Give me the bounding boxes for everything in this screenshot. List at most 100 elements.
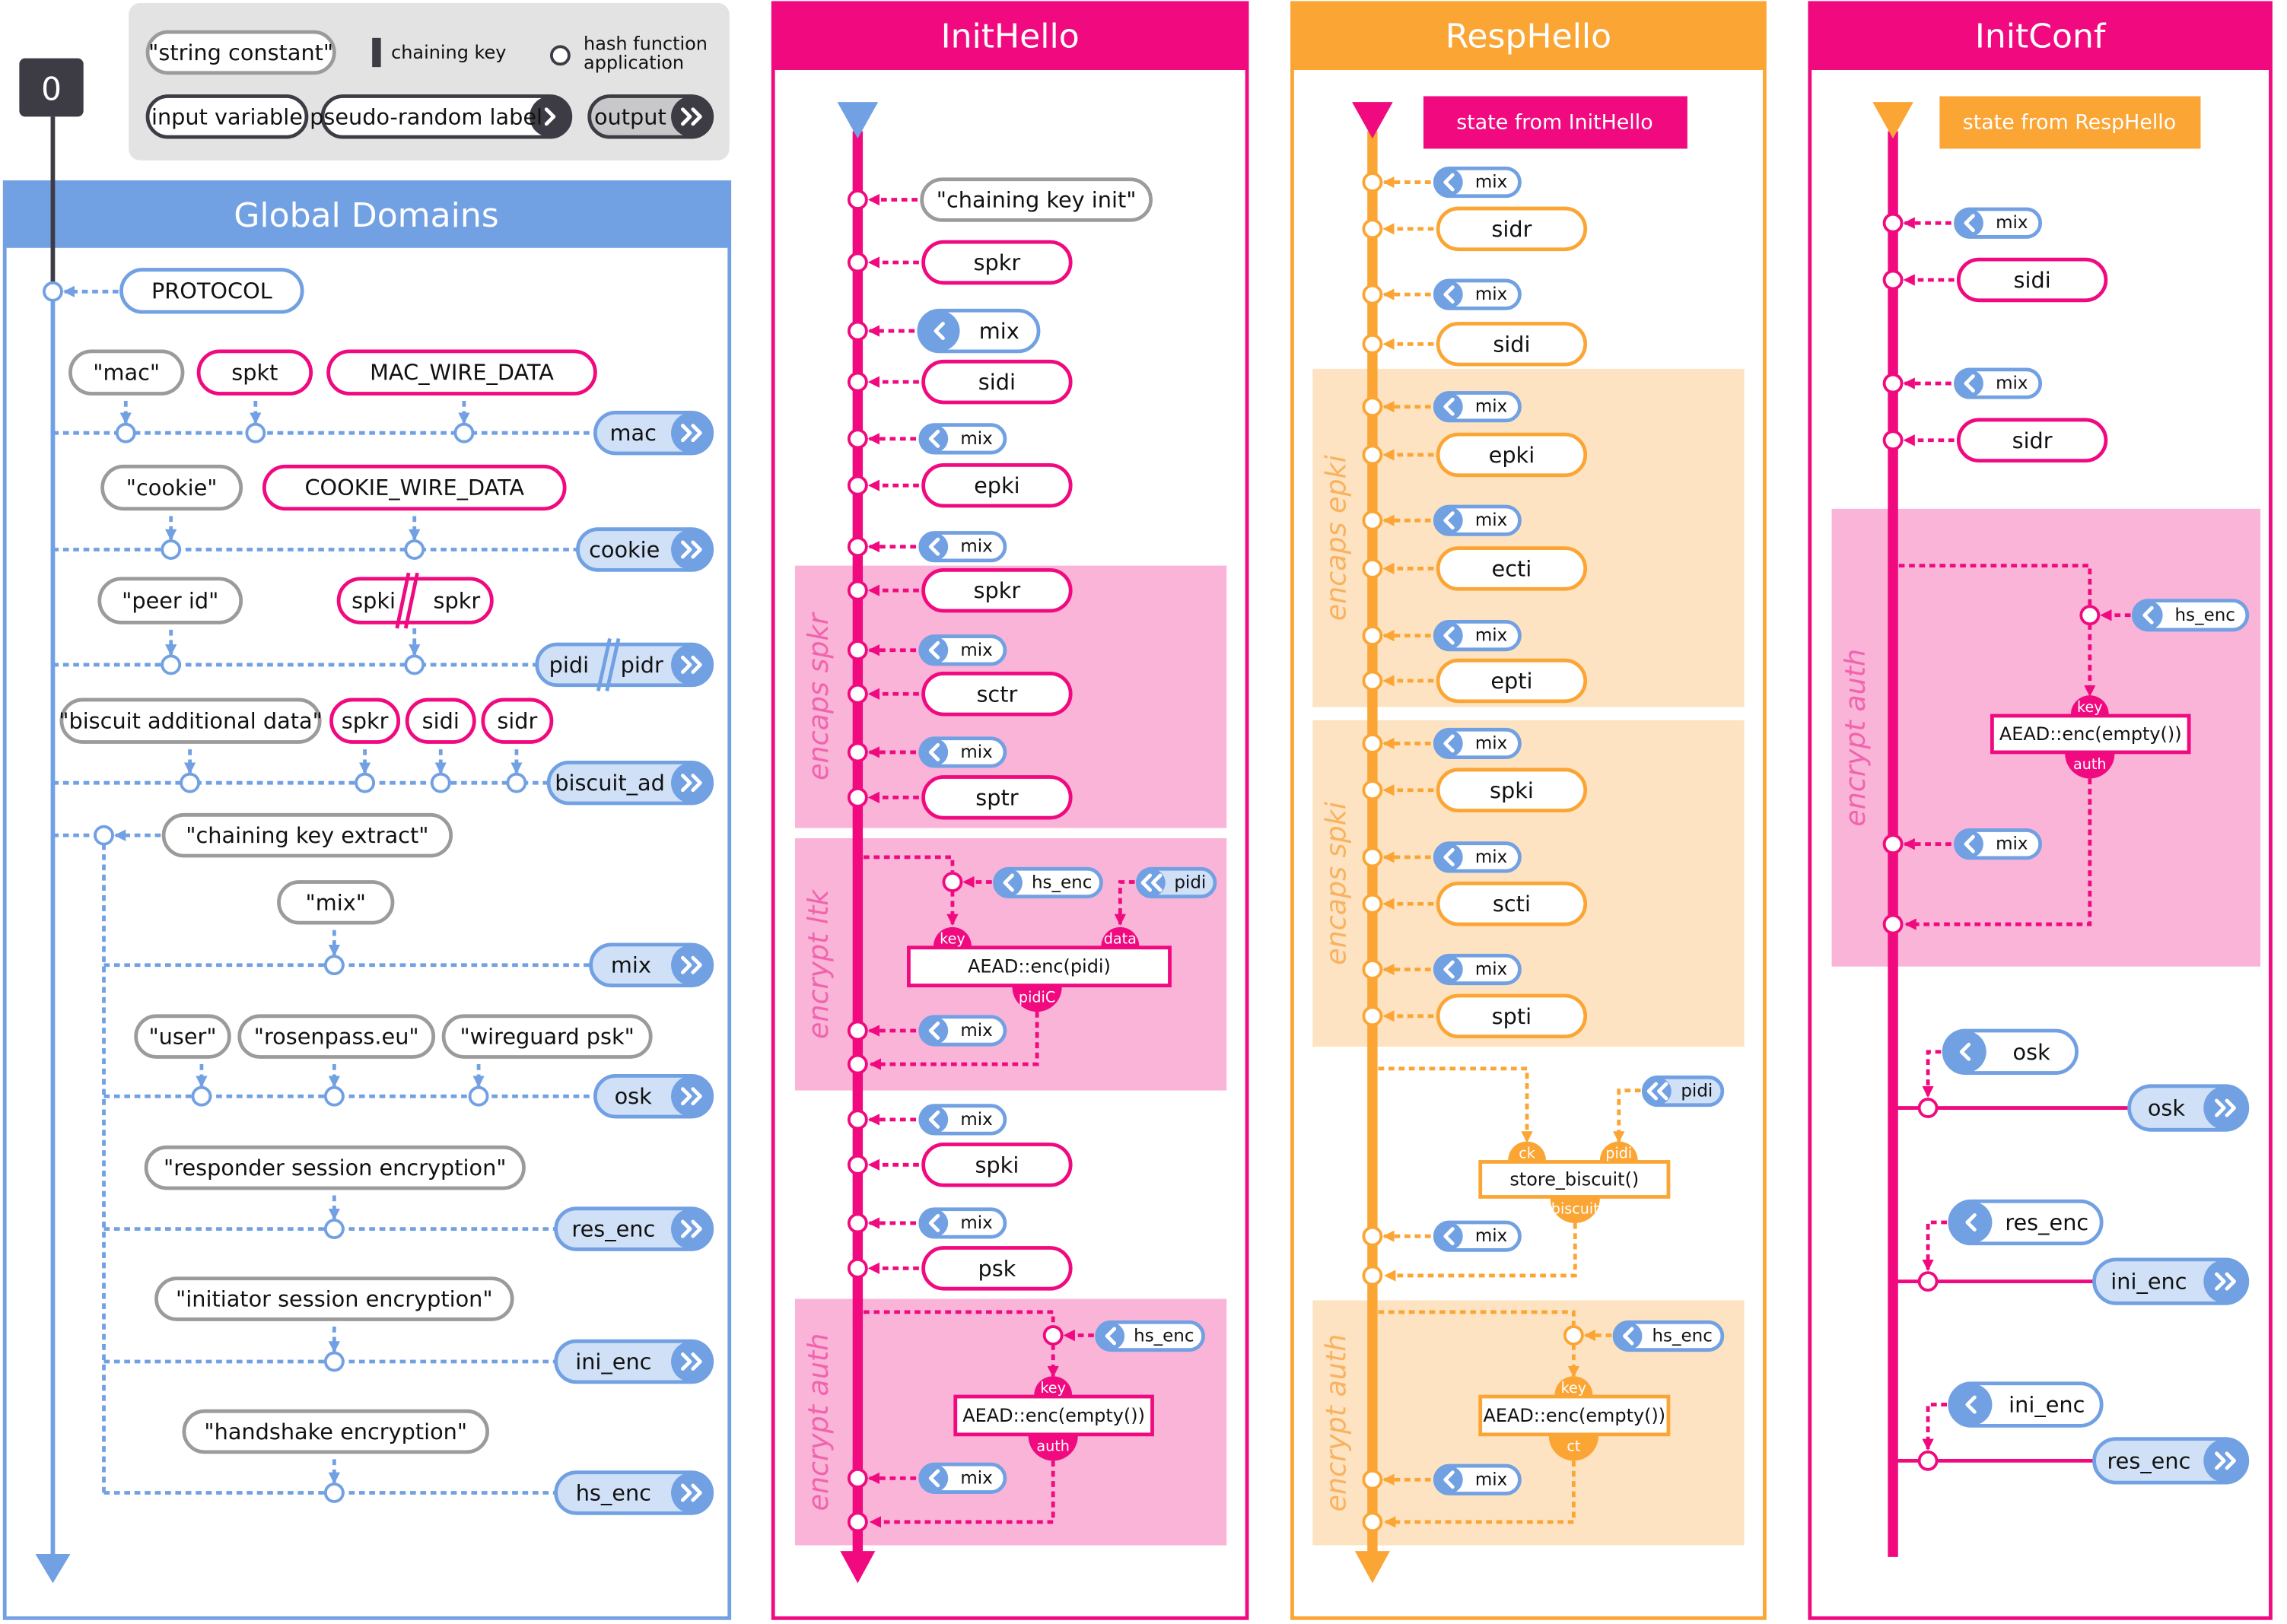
input-port [934,926,972,946]
step-input: "chaining key init" [920,177,1153,222]
domain-input: spkt [196,349,313,396]
domain-output: res_enc [554,1206,714,1251]
hash-node-icon [847,742,868,763]
hash-node-icon [43,281,63,302]
hash-node-icon [1362,959,1383,980]
domain-input: "biscuit additional data" [59,698,323,744]
port-label: key [1040,1379,1066,1397]
label: mix [1475,173,1507,192]
hash-node-icon [1882,269,1904,291]
label: COOKIE_WIRE_DATA [304,475,524,501]
chevron-left-icon [1105,1327,1117,1346]
hash-node-icon [1882,212,1904,234]
label: spkr [433,588,480,614]
hash-node-icon [1362,625,1383,647]
panel-title: InitHello [941,17,1080,56]
domain-output: osk [593,1073,714,1119]
panel-header [773,2,1248,70]
label: hs_enc [576,1480,651,1506]
label: epki [974,472,1020,498]
mix-label: mix [1433,166,1522,199]
step-input: sidi [921,359,1073,405]
label: pidi [1681,1082,1713,1101]
hash-node-icon [942,872,963,892]
hash-node-icon [1362,396,1383,418]
hash-node-icon [506,772,527,793]
double-chevron-left-icon [1646,1082,1659,1101]
function-name: store_biscuit() [1509,1168,1639,1190]
hash-node-icon [1362,444,1383,466]
chevron-left-icon [928,429,940,448]
step-input: scti [1436,882,1588,926]
session-output: osk [2127,1084,2250,1132]
chevron-left-icon [928,1469,940,1488]
label: sidi [978,369,1016,395]
step-input: spkr [921,240,1073,285]
label: "user" [148,1024,216,1050]
label: pidi [549,652,589,678]
hash-node-icon [847,1054,868,1075]
double-chevron-right-icon [680,1087,692,1106]
legend-pseudo-random-label: pseudo-random label [310,94,573,139]
hash-node-icon [847,1020,868,1041]
chevron-left-icon [1443,1470,1455,1489]
label: osk [2013,1039,2051,1065]
hash-node-icon [1362,670,1383,691]
label: "chaining key init" [937,187,1137,213]
hash-node-icon [847,1154,868,1175]
hash-node-icon [468,1085,489,1107]
label: sidr [497,708,537,734]
label: output [594,103,666,129]
label: sptr [975,784,1018,810]
mix-label: mix [917,308,1041,354]
slash-icon [605,637,621,691]
hash-node-icon [1917,1271,1939,1292]
hash-node-icon [847,1109,868,1130]
mix-label: mix [1433,504,1522,536]
domain-input: COOKIE_WIRE_DATA [262,464,567,511]
step-input: spki [1436,768,1588,812]
slash-icon [395,572,411,629]
domain-input-split: spki spkr [336,572,494,629]
double-chevron-left-icon [1151,873,1163,892]
label: "cookie" [126,475,218,501]
dashed-arrow [1384,1222,1577,1282]
label: mix [960,1468,992,1488]
hash-node-icon [1563,1325,1584,1346]
chevron-left-icon [2142,605,2154,624]
hash-node-icon [1362,172,1383,192]
step-input: sidr [1436,206,1588,252]
hash-node-icon [1917,1098,1939,1118]
section-band [1312,368,1745,707]
label: hs_enc [1134,1326,1194,1346]
domain-output: mix [589,942,714,987]
protocol-label: PROTOCOL [119,268,304,314]
arrow-down-icon [1354,1551,1390,1584]
hash-node-icon [1362,218,1383,240]
chevron-left-icon [1443,173,1455,192]
hash-node-icon [847,475,868,496]
hash-node-icon [1882,430,1904,451]
label: "biscuit additional data" [59,708,323,734]
double-chevron-right-icon [680,655,692,674]
label: input variable [151,103,303,129]
dashed-arrow [1904,778,2092,930]
double-chevron-right-icon [2225,1272,2236,1291]
domain-output: cookie [575,527,714,572]
domain-input: "initiator session encryption" [154,1276,514,1321]
chevron-left-icon [1443,847,1455,866]
pidi-label: pidi [1641,1075,1725,1108]
label: ini_enc [2110,1269,2187,1295]
section-label: encaps spki [1319,802,1352,965]
hash-node-icon [355,772,375,793]
hash-node-icon [1362,893,1383,914]
label: "peer id" [122,588,218,614]
arrow-down-icon [840,1551,876,1584]
domain-input: "rosenpass.eu" [237,1014,436,1059]
chevron-left-icon [928,1213,940,1232]
hash-node-icon [191,1085,212,1107]
hash-node-icon [1362,1265,1383,1286]
domain-output: hs_enc [554,1470,714,1515]
